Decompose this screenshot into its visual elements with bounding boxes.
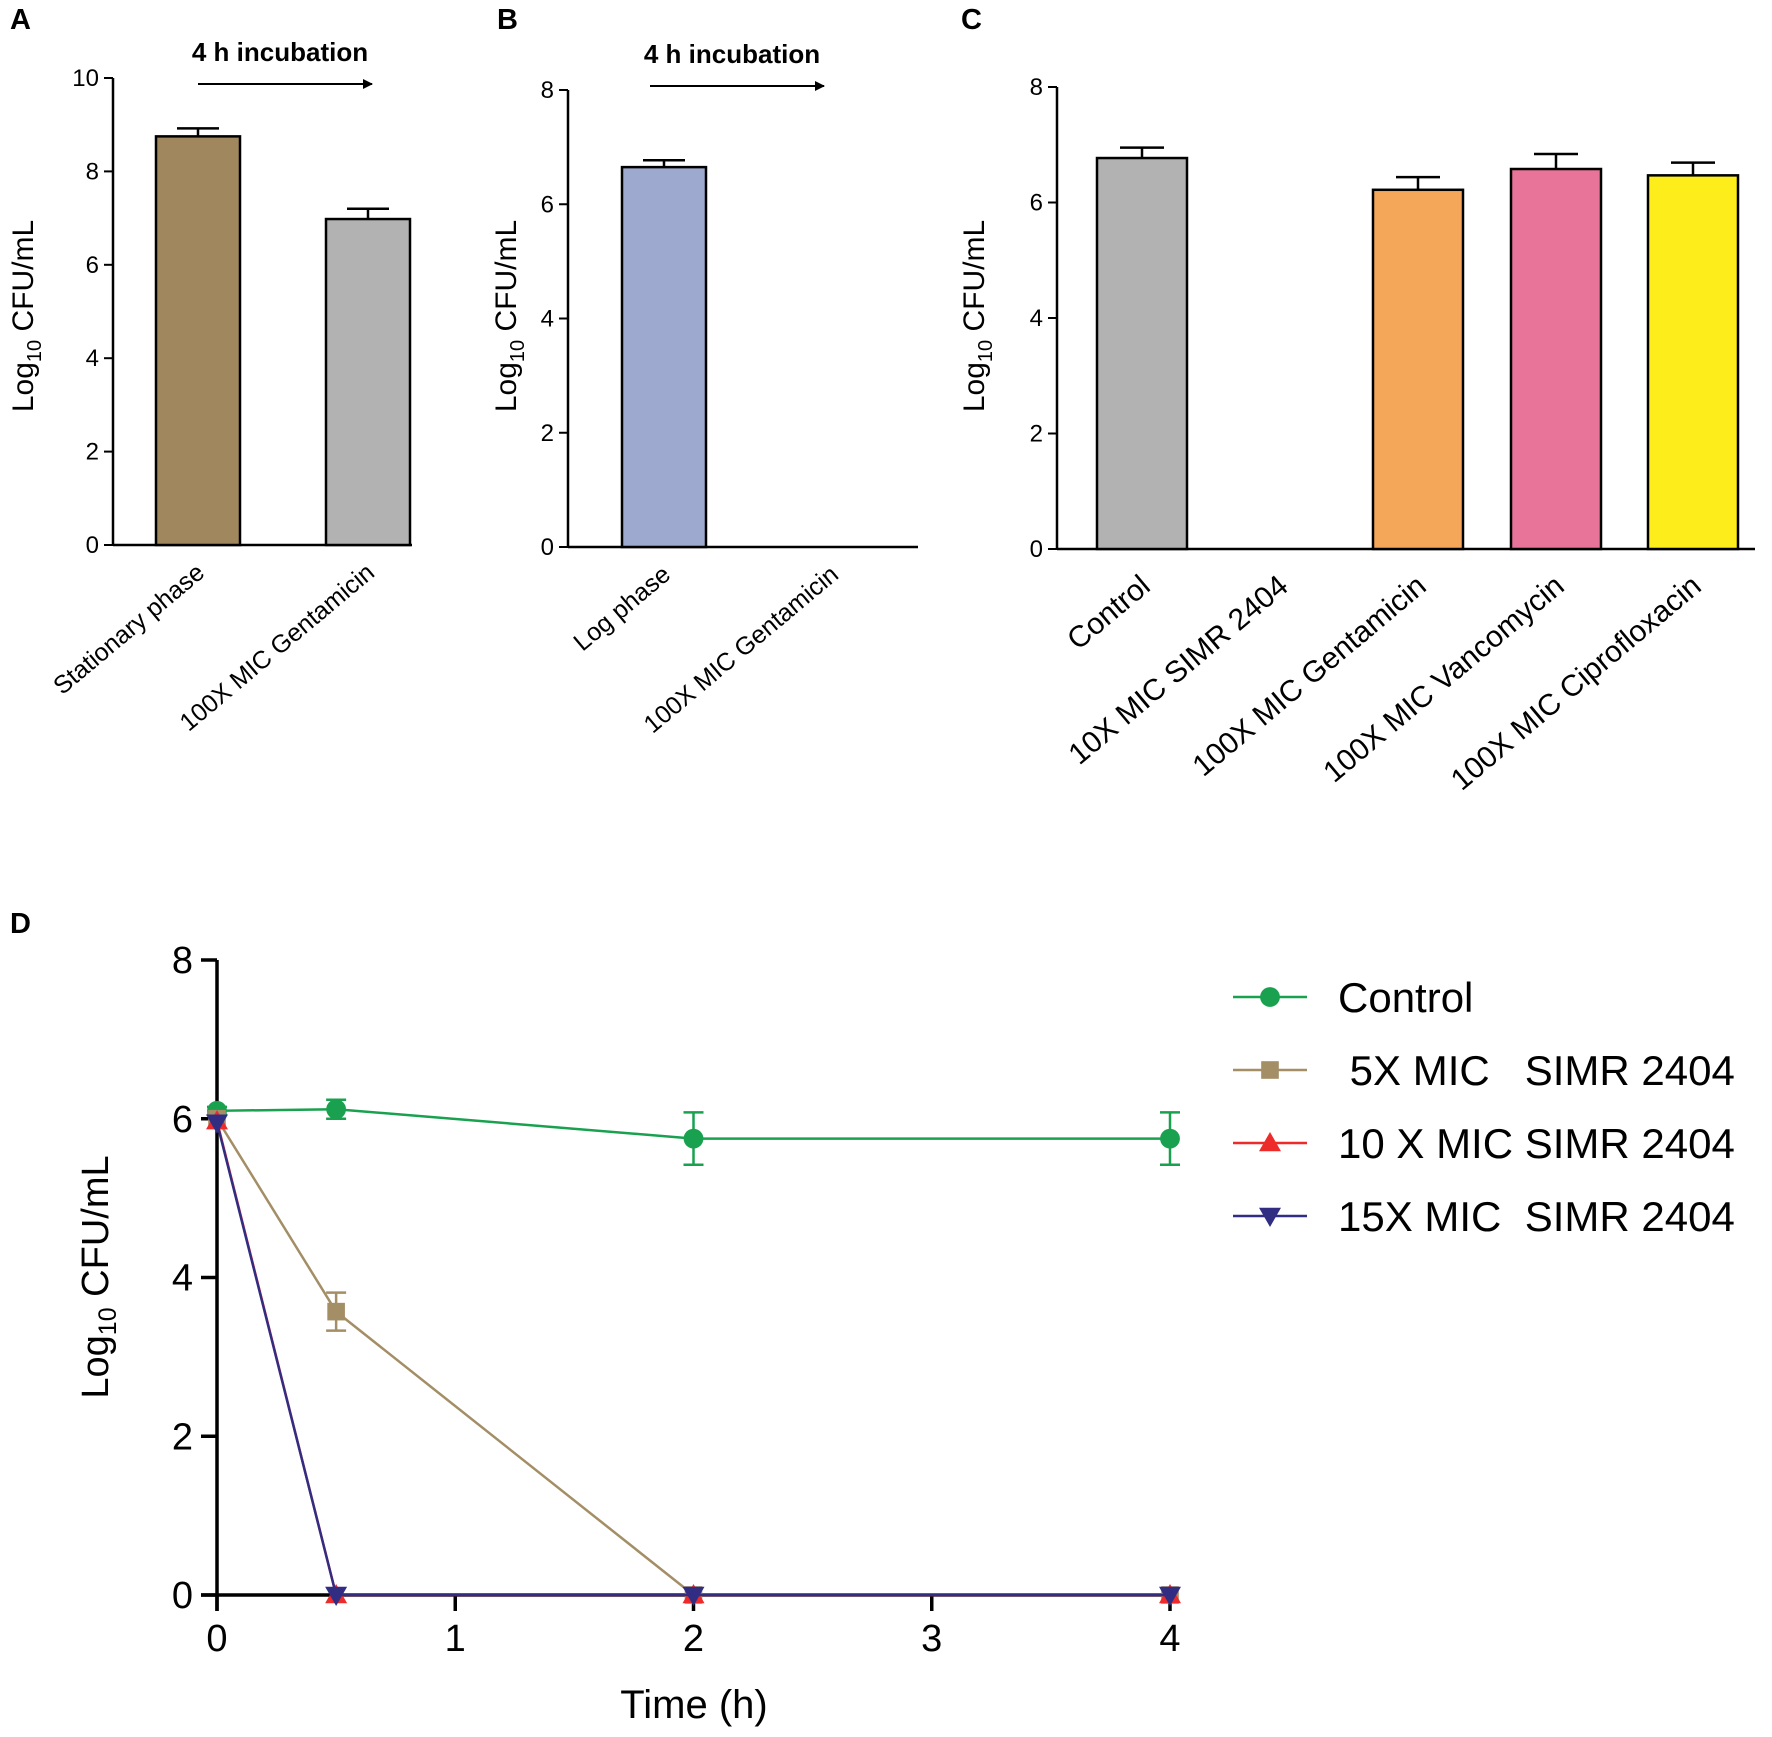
panel-d-xtick-label: 4	[1159, 1618, 1180, 1660]
panel-d-xtick-label: 1	[445, 1618, 466, 1660]
panel-c-y-axis-label: Log10 CFU/mL	[958, 220, 997, 412]
panel-c-y-axis-label-base: Log	[958, 362, 991, 412]
panel-d-series-2-point	[327, 1302, 345, 1321]
panel-a-ytick-label: 6	[86, 252, 99, 279]
panel-d-series-4-line	[215, 1122, 1170, 1597]
panel-d-series-4-point	[682, 1586, 705, 1606]
panel-b-ytick-label: 2	[541, 420, 554, 447]
panel-a-ytick-label: 8	[86, 158, 99, 185]
panel-a-ytick-label: 10	[72, 65, 99, 92]
panel-c-ytick-label: 2	[1030, 421, 1043, 448]
panel-a-y-axis-label-base: Log	[7, 362, 40, 412]
panel-d-series-4-point	[206, 1114, 228, 1134]
panel-a-ytick-label: 2	[86, 439, 99, 466]
panel-b-bar-1	[620, 165, 708, 549]
panel-c-bar-5	[1646, 174, 1740, 551]
panel-a-bar-2	[324, 217, 412, 547]
panel-b-y-axis-label: Log10 CFU/mL	[490, 220, 529, 412]
panel-d-legend-marker-4	[1259, 1207, 1281, 1227]
panel-a-y-axis-label-subscript: 10	[24, 340, 46, 362]
panel-d-series-4-point	[1159, 1586, 1181, 1606]
panel-c-bar-3	[1371, 188, 1465, 551]
panel-a-ytick-label: 0	[86, 532, 99, 559]
panel-d-legend-marker-3	[1259, 1132, 1281, 1152]
panel-d-y-axis-label: Log10 CFU/mL	[75, 1155, 122, 1398]
panel-d-legend-label-1: Control	[1338, 974, 1473, 1021]
panel-a-ytick-label: 4	[86, 345, 99, 372]
panel-b-incubation-annotation: 4 h incubation	[644, 39, 825, 91]
panel-c-ytick-label: 4	[1030, 305, 1043, 332]
panel-b-y-axis-label-subscript: 10	[507, 340, 529, 362]
panel-d-series-1-point	[326, 1099, 347, 1120]
panel-d-chart: 0 2 4 6 8 0 1 2 3 4 Time (h) Log10 CFU/mL Control 5X…	[75, 940, 1735, 1727]
panel-b-ytick-label: 8	[541, 77, 554, 104]
panel-d-legend-label-2: 5X MIC SIMR 2404	[1338, 1047, 1735, 1094]
panel-label-a: A	[10, 4, 31, 36]
panel-d-y-axis-label-subscript: 10	[94, 1307, 122, 1335]
panel-b-ytick-label: 4	[541, 306, 554, 333]
panel-label-c: C	[961, 4, 982, 36]
panel-b-y-axis-label-base: Log	[490, 362, 523, 412]
panel-label-b: B	[497, 4, 518, 36]
panel-d-xtick-label: 0	[206, 1618, 227, 1660]
panel-d-ytick-label: 0	[172, 1575, 193, 1617]
panel-label-d: D	[10, 908, 31, 940]
panel-d-ytick-label: 6	[172, 1099, 193, 1141]
panel-a-bar-1	[154, 135, 242, 547]
panel-d-legend-label-3: 10 X MIC SIMR 2404	[1338, 1120, 1735, 1167]
panel-d-legend-marker-1	[1260, 987, 1280, 1007]
panel-d-y-axis-label-unit: CFU/mL	[75, 1155, 117, 1307]
panel-d-ytick-label: 8	[172, 940, 193, 982]
panel-c-y-axis-label-unit: CFU/mL	[958, 220, 991, 340]
panel-d-ytick-label: 2	[172, 1416, 193, 1458]
panel-c-ytick-label: 0	[1030, 536, 1043, 563]
panel-c-ytick-label: 6	[1030, 190, 1043, 217]
panel-c-ytick-label: 8	[1030, 74, 1043, 101]
panel-c-bar-1	[1095, 156, 1189, 551]
panel-d-series-1-point	[683, 1128, 704, 1149]
panel-b-y-axis-label-unit: CFU/mL	[490, 220, 523, 340]
panel-d-legend-marker-2	[1261, 1061, 1279, 1079]
panel-a-y-axis-label: Log10 CFU/mL	[7, 220, 46, 412]
panel-d-y-axis-label-base: Log	[75, 1335, 117, 1398]
panel-d-series-1-line	[216, 1107, 1170, 1140]
panel-b-ytick-label: 0	[541, 534, 554, 561]
panel-b-incubation-text: 4 h incubation	[644, 39, 820, 69]
panel-c-y-axis-label-subscript: 10	[975, 340, 997, 362]
panel-d-xtick-label: 3	[921, 1618, 942, 1660]
panel-d-xtick-label: 2	[683, 1618, 704, 1660]
panel-b-ytick-label: 6	[541, 191, 554, 218]
panel-a-incubation-annotation: 4 h incubation	[192, 37, 373, 89]
panel-a-incubation-text: 4 h incubation	[192, 37, 368, 67]
panel-d-series-1-point	[1160, 1128, 1180, 1149]
panel-d-series-4-point	[325, 1586, 348, 1606]
panel-d-x-axis-label: Time (h)	[620, 1683, 767, 1727]
panel-a-y-axis-label-unit: CFU/mL	[7, 220, 40, 340]
panel-d-legend-label-4: 15X MIC SIMR 2404	[1338, 1193, 1735, 1240]
panel-c-bar-4	[1509, 167, 1603, 551]
panel-d-ytick-label: 4	[172, 1258, 193, 1300]
